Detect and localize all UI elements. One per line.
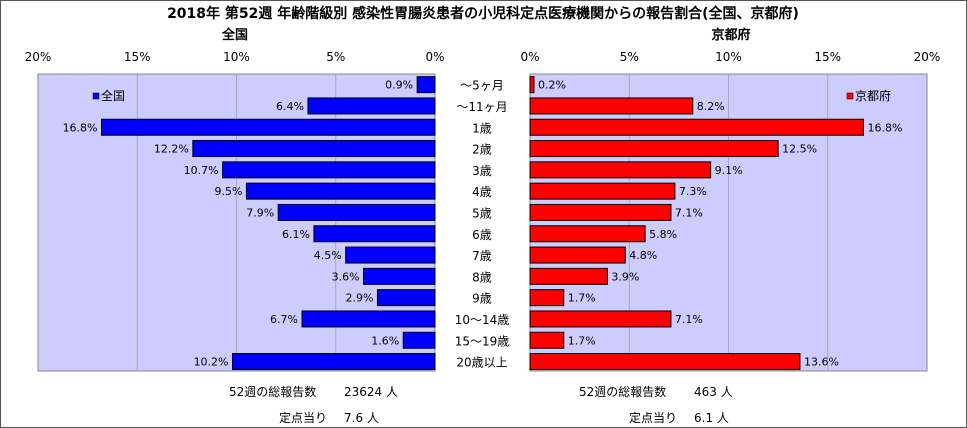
kyoto-bar bbox=[529, 118, 864, 136]
national-bar bbox=[376, 289, 436, 307]
kyoto-bar bbox=[529, 331, 565, 349]
category-label: 1歳 bbox=[472, 121, 492, 135]
category-label: 7歳 bbox=[472, 249, 492, 263]
kyoto-data-label: 7.3% bbox=[679, 185, 707, 198]
kyoto-per-label: 定点当り bbox=[629, 411, 678, 425]
national-data-label: 6.1% bbox=[282, 228, 310, 241]
category-label: 4歳 bbox=[472, 185, 492, 199]
national-legend-label: 全国 bbox=[101, 88, 125, 103]
category-label: 5歳 bbox=[472, 206, 492, 220]
kyoto-bar bbox=[529, 310, 672, 328]
category-label: 6歳 bbox=[472, 228, 492, 242]
national-data-label: 6.4% bbox=[276, 100, 304, 113]
national-bar bbox=[192, 140, 436, 158]
national-bar bbox=[416, 76, 436, 94]
kyoto-x-tick-label: 10% bbox=[715, 50, 742, 64]
kyoto-data-label: 13.6% bbox=[804, 356, 839, 369]
national-panel-title: 全国 bbox=[221, 27, 248, 43]
national-bar bbox=[222, 161, 436, 179]
kyoto-data-label: 16.8% bbox=[867, 121, 902, 134]
national-x-tick-label: 0% bbox=[425, 50, 444, 64]
kyoto-data-label: 1.7% bbox=[568, 334, 596, 347]
kyoto-bar bbox=[529, 140, 779, 158]
kyoto-bar bbox=[529, 203, 672, 221]
national-bar bbox=[307, 97, 436, 115]
national-data-label: 9.5% bbox=[214, 185, 242, 198]
national-bar bbox=[277, 203, 436, 221]
category-label: 10～14歳 bbox=[455, 313, 510, 327]
kyoto-total-value: 463 人 bbox=[694, 385, 733, 399]
national-total-value: 23624 人 bbox=[344, 385, 398, 399]
national-bar bbox=[301, 310, 436, 328]
kyoto-data-label: 7.1% bbox=[675, 206, 703, 219]
national-data-label: 1.6% bbox=[371, 334, 399, 347]
kyoto-bar bbox=[529, 225, 646, 243]
kyoto-x-tick-label: 15% bbox=[814, 50, 841, 64]
kyoto-bar bbox=[529, 267, 608, 285]
national-legend-swatch bbox=[92, 92, 100, 100]
national-data-label: 3.6% bbox=[332, 270, 360, 283]
kyoto-total-label: 52週の総報告数 bbox=[579, 385, 667, 399]
chart-title: 2018年 第52週 年齢階級別 感染性胃腸炎患者の小児科定点医療機関からの報告… bbox=[167, 5, 799, 22]
kyoto-data-label: 9.1% bbox=[715, 164, 743, 177]
category-label: 2歳 bbox=[472, 143, 492, 157]
kyoto-panel-title: 京都府 bbox=[711, 27, 750, 43]
national-x-tick-label: 15% bbox=[124, 50, 151, 64]
national-data-label: 0.9% bbox=[385, 79, 413, 92]
kyoto-data-label: 8.2% bbox=[697, 100, 725, 113]
national-data-label: 2.9% bbox=[345, 292, 373, 305]
national-data-label: 7.9% bbox=[246, 206, 274, 219]
national-x-tick-label: 20% bbox=[25, 50, 52, 64]
category-label: ～5ヶ月 bbox=[460, 79, 504, 93]
national-data-label: 10.2% bbox=[194, 356, 229, 369]
category-label: 20歳以上 bbox=[456, 356, 507, 370]
national-total-label: 52週の総報告数 bbox=[229, 385, 317, 399]
kyoto-bar bbox=[529, 353, 801, 371]
kyoto-data-label: 3.9% bbox=[611, 270, 639, 283]
kyoto-legend-swatch bbox=[846, 92, 854, 100]
national-bar bbox=[232, 353, 436, 371]
national-per-value: 7.6 人 bbox=[344, 411, 379, 425]
kyoto-bar bbox=[529, 76, 535, 94]
kyoto-x-tick-label: 5% bbox=[620, 50, 639, 64]
kyoto-bar bbox=[529, 161, 712, 179]
kyoto-x-tick-label: 0% bbox=[520, 50, 539, 64]
national-data-label: 6.7% bbox=[270, 313, 298, 326]
kyoto-data-label: 4.8% bbox=[629, 249, 657, 262]
kyoto-bar bbox=[529, 246, 626, 264]
kyoto-data-label: 5.8% bbox=[649, 228, 677, 241]
national-bar bbox=[313, 225, 436, 243]
national-bar bbox=[363, 267, 436, 285]
category-label: 15～19歳 bbox=[455, 334, 510, 348]
kyoto-data-label: 12.5% bbox=[782, 143, 817, 156]
national-data-label: 16.8% bbox=[63, 121, 98, 134]
category-label: 8歳 bbox=[472, 270, 492, 284]
kyoto-data-label: 7.1% bbox=[675, 313, 703, 326]
category-label: ～11ヶ月 bbox=[456, 100, 507, 114]
national-x-tick-label: 5% bbox=[326, 50, 345, 64]
national-data-label: 10.7% bbox=[184, 164, 219, 177]
national-data-label: 4.5% bbox=[314, 249, 342, 262]
kyoto-legend-label: 京都府 bbox=[855, 88, 891, 103]
kyoto-x-tick-label: 20% bbox=[914, 50, 941, 64]
kyoto-bar bbox=[529, 182, 676, 200]
kyoto-bar bbox=[529, 289, 565, 307]
national-bar bbox=[101, 118, 436, 136]
national-data-label: 12.2% bbox=[154, 143, 189, 156]
national-bar bbox=[345, 246, 436, 264]
category-label: 3歳 bbox=[472, 164, 492, 178]
kyoto-bar bbox=[529, 97, 694, 115]
national-per-label: 定点当り bbox=[279, 411, 328, 425]
national-x-tick-label: 10% bbox=[223, 50, 250, 64]
kyoto-data-label: 1.7% bbox=[568, 292, 596, 305]
national-bar bbox=[245, 182, 436, 200]
kyoto-per-value: 6.1 人 bbox=[694, 411, 729, 425]
national-bar bbox=[402, 331, 436, 349]
category-label: 9歳 bbox=[472, 292, 492, 306]
kyoto-data-label: 0.2% bbox=[538, 79, 566, 92]
